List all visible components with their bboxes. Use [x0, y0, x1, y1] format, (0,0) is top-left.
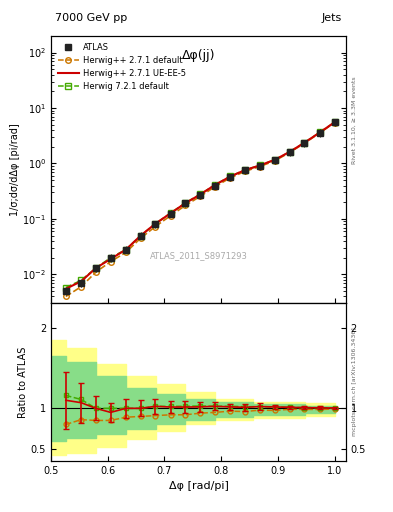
- Text: Jets: Jets: [321, 13, 342, 23]
- Text: ATLAS_2011_S8971293: ATLAS_2011_S8971293: [149, 251, 248, 260]
- Text: Rivet 3.1.10, ≥ 3.3M events: Rivet 3.1.10, ≥ 3.3M events: [352, 76, 357, 164]
- Y-axis label: 1/σ;dσ/dΔφ [pi/rad]: 1/σ;dσ/dΔφ [pi/rad]: [9, 123, 20, 216]
- Text: 7000 GeV pp: 7000 GeV pp: [55, 13, 127, 23]
- Legend: ATLAS, Herwig++ 2.7.1 default, Herwig++ 2.7.1 UE-EE-5, Herwig 7.2.1 default: ATLAS, Herwig++ 2.7.1 default, Herwig++ …: [55, 40, 188, 94]
- Text: Δφ(jj): Δφ(jj): [182, 49, 215, 62]
- Y-axis label: Ratio to ATLAS: Ratio to ATLAS: [18, 347, 28, 418]
- Text: mcplots.cern.ch [arXiv:1306.3436]: mcplots.cern.ch [arXiv:1306.3436]: [352, 327, 357, 436]
- X-axis label: Δφ [rad/pi]: Δφ [rad/pi]: [169, 481, 228, 491]
